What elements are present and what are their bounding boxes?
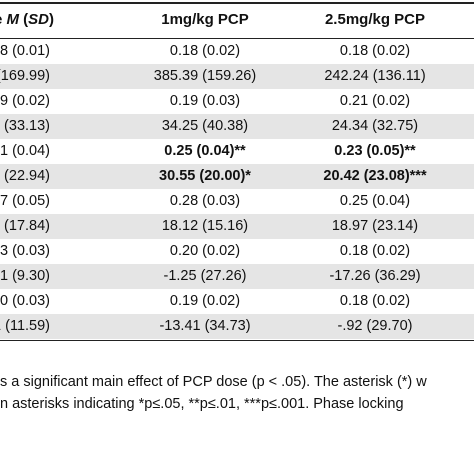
table-row: 1 (9.30) -1.25 (27.26) -17.26 (36.29): [0, 264, 474, 289]
table-row: 1 (11.59) -13.41 (34.73) -.92 (29.70): [0, 314, 474, 339]
cell-1mg-pcp: -1.25 (27.26): [163, 268, 247, 284]
table-row: 3 (0.03) 0.20 (0.02) 0.18 (0.02): [0, 239, 474, 264]
cell-2-5mg-pcp: 0.23 (0.05)**: [334, 143, 416, 159]
table-row: 9 (33.13) 34.25 (40.38) 24.34 (32.75): [0, 114, 474, 139]
footnote-line-1: s a significant main effect of PCP dose …: [0, 372, 474, 392]
cell-2-5mg-pcp: -17.26 (36.29): [329, 268, 421, 284]
cell-1mg-pcp: 385.39 (159.26): [153, 68, 257, 84]
cell-saline: 0 (0.03): [0, 293, 50, 309]
cell-1mg-pcp: 0.20 (0.02): [169, 243, 241, 259]
cell-1mg-pcp: 0.19 (0.02): [169, 293, 241, 309]
header-saline-sd: SD: [28, 11, 49, 28]
cell-1mg-pcp: 18.12 (15.16): [161, 218, 249, 234]
cell-saline: 3 (0.03): [0, 243, 50, 259]
cell-1mg-pcp: 0.18 (0.02): [169, 43, 241, 59]
cell-1mg-pcp: 0.28 (0.03): [169, 193, 241, 209]
table-row: 8 (0.01) 0.18 (0.02) 0.18 (0.02): [0, 39, 474, 64]
cell-saline: 9 (0.02): [0, 93, 50, 109]
header-saline-open: (: [18, 11, 29, 28]
table-row: 1 (0.04) 0.25 (0.04)** 0.23 (0.05)**: [0, 139, 474, 164]
cell-2-5mg-pcp: 18.97 (23.14): [331, 218, 419, 234]
cell-2-5mg-pcp: 0.18 (0.02): [339, 293, 411, 309]
cell-saline: 9 (33.13): [0, 118, 50, 134]
cell-saline: 3 (17.84): [0, 218, 50, 234]
cell-saline: 1 (0.04): [0, 143, 50, 159]
cell-2-5mg-pcp: 0.18 (0.02): [339, 43, 411, 59]
table-row: 9 (22.94) 30.55 (20.00)* 20.42 (23.08)***: [0, 164, 474, 189]
cell-1mg-pcp: 30.55 (20.00)*: [159, 168, 251, 184]
cell-saline: 1 (11.59): [0, 318, 50, 334]
cell-2-5mg-pcp: 20.42 (23.08)***: [323, 168, 427, 184]
header-2-5mg-pcp: 2.5mg/kg PCP: [324, 11, 426, 28]
cell-saline: 1 (9.30): [0, 268, 50, 284]
cell-2-5mg-pcp: 24.34 (32.75): [331, 118, 419, 134]
table-row: 3 (169.99) 385.39 (159.26) 242.24 (136.11): [0, 64, 474, 89]
table-row: 9 (0.02) 0.19 (0.03) 0.21 (0.02): [0, 89, 474, 114]
cell-2-5mg-pcp: 0.25 (0.04): [339, 193, 411, 209]
header-rule: [0, 38, 474, 39]
table-row: 3 (17.84) 18.12 (15.16) 18.97 (23.14): [0, 214, 474, 239]
cell-2-5mg-pcp: 242.24 (136.11): [324, 68, 426, 84]
table-row: 0 (0.03) 0.19 (0.02) 0.18 (0.02): [0, 289, 474, 314]
header-saline-close: ): [49, 11, 54, 28]
cell-1mg-pcp: -13.41 (34.73): [159, 318, 251, 334]
cell-saline: 9 (22.94): [0, 168, 50, 184]
footnote-line-2: n asterisks indicating *p≤.05, **p≤.01, …: [0, 394, 474, 414]
header-1mg-pcp: 1mg/kg PCP: [161, 11, 249, 28]
cell-saline: 7 (0.05): [0, 193, 50, 209]
header-saline-prefix: ne: [0, 11, 6, 28]
table-row: 7 (0.05) 0.28 (0.03) 0.25 (0.04): [0, 189, 474, 214]
cell-saline: 3 (169.99): [0, 68, 50, 84]
cell-1mg-pcp: 34.25 (40.38): [161, 118, 249, 134]
cell-2-5mg-pcp: -.92 (29.70): [337, 318, 413, 334]
table-bottom-rule: [0, 340, 474, 341]
footnote-text-2: n asterisks indicating *p≤.05, **p≤.01, …: [0, 396, 404, 412]
cell-1mg-pcp: 0.19 (0.03): [169, 93, 241, 109]
cell-2-5mg-pcp: 0.21 (0.02): [339, 93, 411, 109]
cell-1mg-pcp: 0.25 (0.04)**: [164, 143, 246, 159]
table-top-rule: [0, 2, 474, 4]
header-saline: ne M (SD): [0, 7, 54, 33]
header-saline-m: M: [6, 11, 19, 28]
footnote-text-1: s a significant main effect of PCP dose …: [0, 374, 427, 390]
cell-saline: 8 (0.01): [0, 43, 50, 59]
cell-2-5mg-pcp: 0.18 (0.02): [339, 243, 411, 259]
